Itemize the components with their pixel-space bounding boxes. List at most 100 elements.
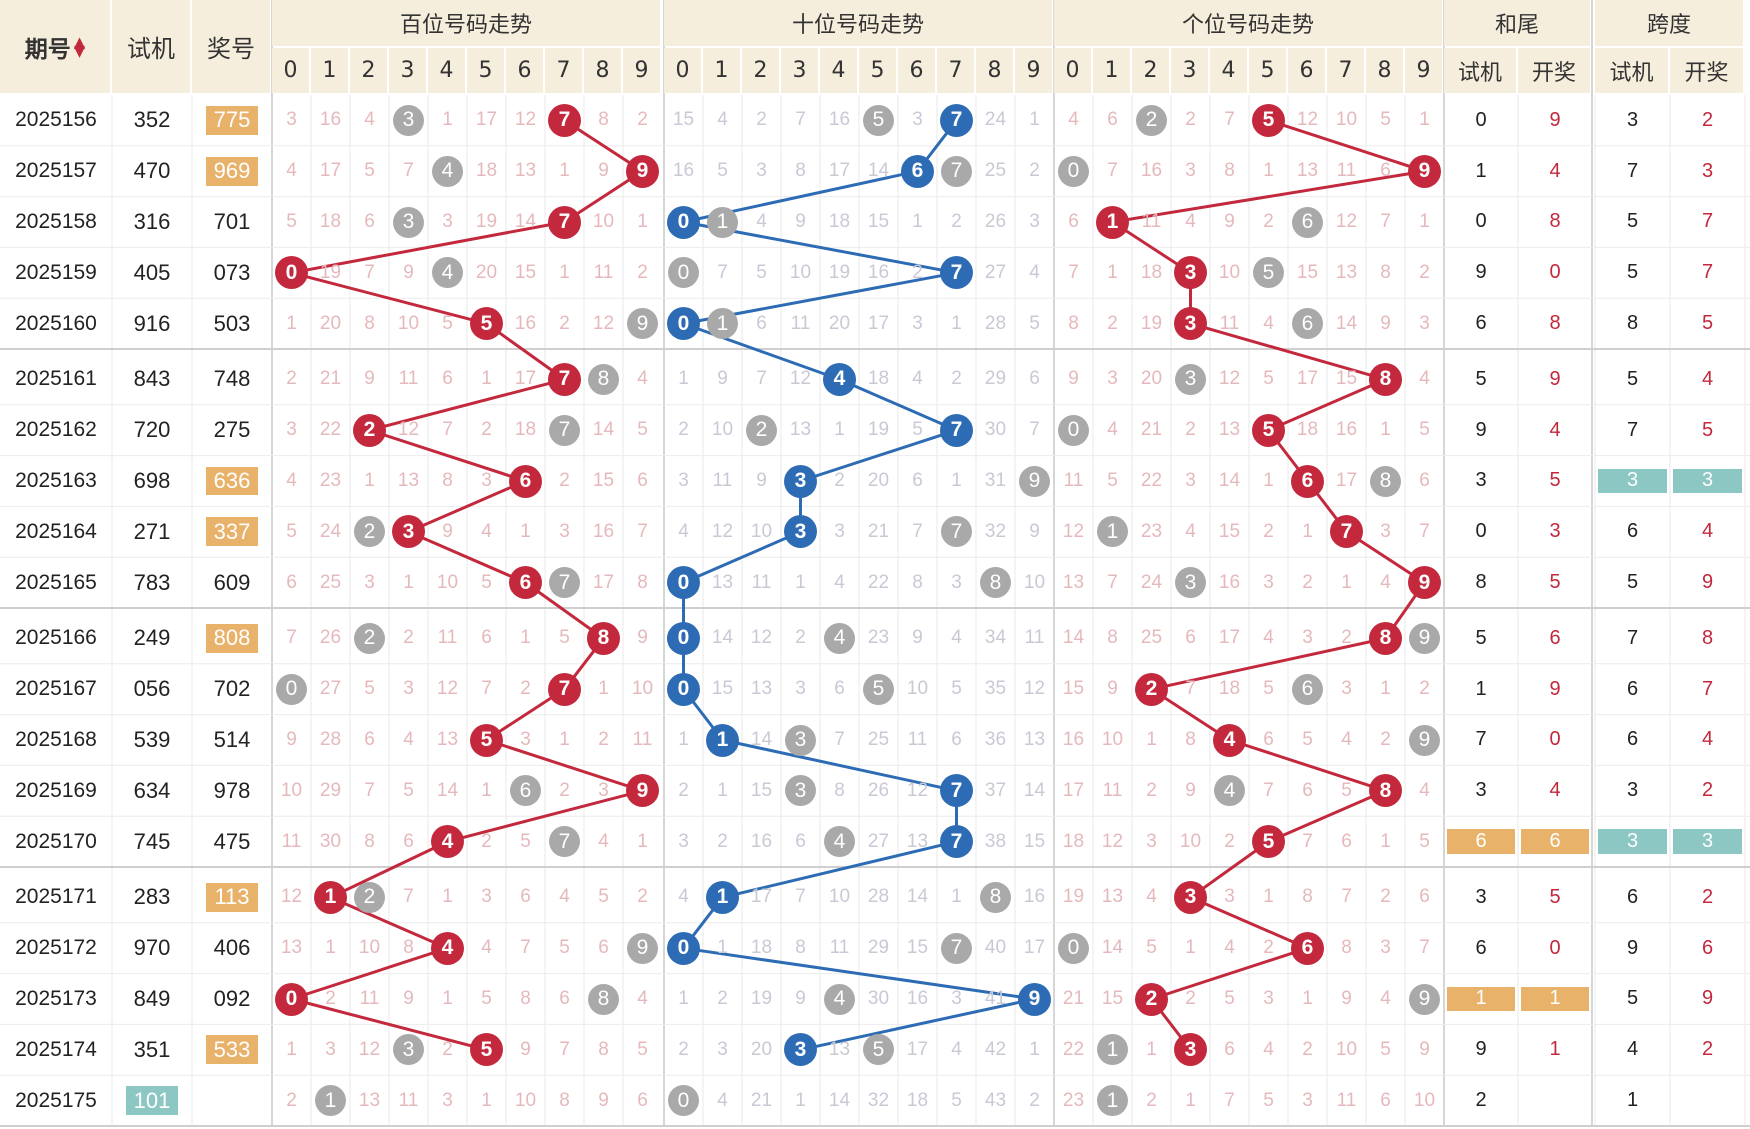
omission-count: 8	[403, 937, 414, 959]
omission-count: 6	[364, 728, 375, 750]
test-ball: 8	[588, 983, 619, 1015]
omission-count: 25	[867, 728, 890, 750]
sum-tail-test: 3	[1475, 885, 1487, 908]
omission-count: 27	[319, 678, 342, 700]
omission-count: 3	[1419, 312, 1430, 334]
trend-line	[291, 220, 565, 275]
omission-count: 24	[984, 109, 1007, 131]
omission-count: 9	[637, 627, 648, 649]
winning-ball: 7	[940, 774, 973, 808]
omission-count: 12	[397, 419, 420, 441]
sort-updown-icon[interactable]: ▲ ▼	[73, 32, 86, 60]
omission-count: 10	[1335, 109, 1358, 131]
header-sum-tail: 和尾	[1444, 0, 1590, 46]
omission-count: 6	[1302, 779, 1313, 801]
header-period[interactable]: 期号 ▲ ▼	[0, 0, 110, 93]
omission-count: 15	[672, 109, 695, 131]
omission-count: 32	[867, 1089, 890, 1111]
header-digit: 0	[1054, 48, 1091, 93]
test-ball: 3	[393, 206, 424, 238]
header-digit: 2	[350, 48, 387, 93]
test-number: 056	[133, 676, 171, 702]
sum-tail-prize: 5	[1549, 571, 1561, 594]
test-ball: 4	[432, 155, 463, 187]
omission-count: 5	[364, 160, 375, 182]
omission-count: 12	[436, 678, 459, 700]
omission-count: 3	[1185, 469, 1196, 491]
omission-count: 13	[1296, 160, 1319, 182]
prize-number	[192, 1075, 272, 1126]
omission-count: 13	[750, 678, 773, 700]
omission-count: 11	[1102, 779, 1123, 801]
header-digit: 3	[1171, 48, 1208, 93]
trend-line	[329, 840, 449, 899]
test-ball: 8	[980, 881, 1011, 913]
omission-count: 7	[1224, 109, 1235, 131]
sum-tail-test: 1	[1447, 986, 1515, 1012]
omission-count: 2	[520, 678, 531, 700]
omission-count: 5	[1263, 678, 1274, 700]
winning-ball: 8	[587, 621, 620, 655]
omission-count: 5	[1146, 937, 1157, 959]
omission-count: 1	[637, 830, 648, 852]
span-prize: 2	[1701, 108, 1714, 131]
header-digit: 3	[389, 48, 426, 93]
omission-count: 5	[1263, 368, 1274, 390]
trend-line	[486, 738, 643, 793]
header-digit: 5	[1249, 48, 1286, 93]
omission-count: 3	[1302, 627, 1313, 649]
sum-tail-prize: 5	[1549, 885, 1561, 908]
omission-count: 2	[1341, 627, 1352, 649]
omission-count: 3	[325, 1038, 336, 1060]
omission-count: 25	[984, 160, 1007, 182]
omission-count: 11	[829, 937, 850, 959]
omission-count: 5	[1302, 728, 1313, 750]
period-cell: 2025172	[15, 936, 97, 960]
test-number: 101	[126, 1086, 178, 1115]
omission-count: 10	[711, 419, 734, 441]
test-ball: 7	[549, 567, 580, 599]
sum-tail-prize: 4	[1549, 159, 1561, 182]
omission-count: 9	[717, 368, 728, 390]
omission-count: 5	[951, 678, 962, 700]
omission-count: 8	[1224, 160, 1235, 182]
header-digit: 0	[664, 48, 701, 93]
winning-ball: 2	[353, 413, 386, 447]
winning-ball: 6	[509, 464, 542, 498]
omission-count: 1	[559, 160, 570, 182]
omission-count: 23	[1140, 520, 1163, 542]
omission-count: 4	[834, 571, 845, 593]
span-prize: 5	[1701, 418, 1714, 441]
winning-ball: 1	[1096, 205, 1129, 239]
test-ball: 9	[1409, 622, 1440, 654]
omission-count: 2	[756, 109, 767, 131]
omission-count: 28	[984, 312, 1007, 334]
test-number: 271	[133, 518, 171, 544]
test-ball: 7	[549, 414, 580, 446]
period-cell: 2025164	[15, 519, 97, 543]
omission-count: 8	[1380, 261, 1391, 283]
span-test: 5	[1626, 367, 1639, 390]
omission-count: 2	[1302, 1038, 1313, 1060]
trend-line	[838, 378, 958, 432]
omission-count: 7	[286, 627, 297, 649]
test-ball: 5	[863, 104, 894, 136]
omission-count: 2	[1380, 886, 1391, 908]
omission-count: 2	[1185, 419, 1196, 441]
winning-ball: 3	[784, 1033, 817, 1067]
winning-ball: 3	[1174, 307, 1207, 341]
omission-count: 3	[912, 312, 923, 334]
span-prize: 3	[1701, 159, 1714, 182]
header-digit: 5	[467, 48, 504, 93]
omission-count: 2	[717, 987, 728, 1009]
winning-ball: 4	[1213, 723, 1246, 757]
omission-count: 10	[906, 678, 929, 700]
omission-count: 2	[598, 728, 609, 750]
winning-ball: 9	[626, 774, 659, 808]
omission-count: 3	[756, 160, 767, 182]
sum-tail-test: 5	[1475, 367, 1487, 390]
omission-count: 5	[1263, 1089, 1274, 1111]
omission-count: 8	[795, 160, 806, 182]
header-hundreds: 百位号码走势	[272, 0, 660, 46]
omission-count: 11	[1336, 1089, 1357, 1111]
